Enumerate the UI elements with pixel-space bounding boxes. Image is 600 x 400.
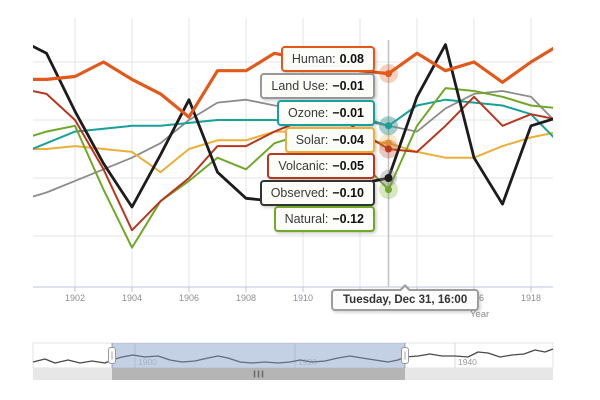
- scrollbar-grip-icon: [257, 370, 260, 378]
- navigator-background: [32, 342, 554, 369]
- highlight-dot-solar: [385, 139, 392, 147]
- navigator-tick-label: 1920: [298, 357, 317, 367]
- series-tooltip-ozone: Ozone: −0.01: [277, 100, 375, 126]
- scrollbar-grip-icon: [253, 370, 256, 378]
- series-tooltip-solar: Solar: −0.04: [284, 127, 375, 153]
- x-axis-tick-label: 1918: [521, 293, 541, 303]
- scrollbar-grip-icon: [261, 370, 264, 378]
- x-axis-tick-label: 1902: [65, 293, 85, 303]
- highlight-dot-volcanic: [385, 145, 392, 153]
- navigator-tick-label: 1940: [458, 357, 477, 367]
- series-tooltip-volcanic: Volcanic: −0.05: [267, 153, 375, 179]
- x-axis-tick-label: 1910: [293, 293, 313, 303]
- navigator: 1900 1920 1940: [32, 342, 554, 380]
- date-tooltip: Tuesday, Dec 31, 16:00: [331, 284, 480, 311]
- series-tooltip-human: Human: 0.08: [280, 46, 375, 72]
- navigator-tick-label: 1900: [138, 357, 157, 367]
- series-tooltip-land-use: Land Use: −0.01: [260, 73, 375, 99]
- series-tooltip-natural: Natural: −0.12: [273, 206, 375, 232]
- highlight-dot-ozone: [385, 122, 392, 130]
- x-axis-tick-label: 1908: [236, 293, 256, 303]
- x-axis-title: Year: [470, 309, 489, 320]
- navigator-selection[interactable]: [112, 343, 405, 368]
- highlight-dot-observed: [384, 174, 393, 182]
- series-tooltip-observed: Observed: −0.10: [259, 180, 375, 206]
- highlight-dot-natural: [385, 186, 392, 194]
- x-axis-tick-label: 1904: [122, 293, 142, 303]
- highlight-dot-human: [385, 70, 392, 78]
- x-axis-tick-label: 1906: [179, 293, 199, 303]
- navigator-overview-line: [32, 348, 554, 364]
- highlight-points: [379, 64, 398, 200]
